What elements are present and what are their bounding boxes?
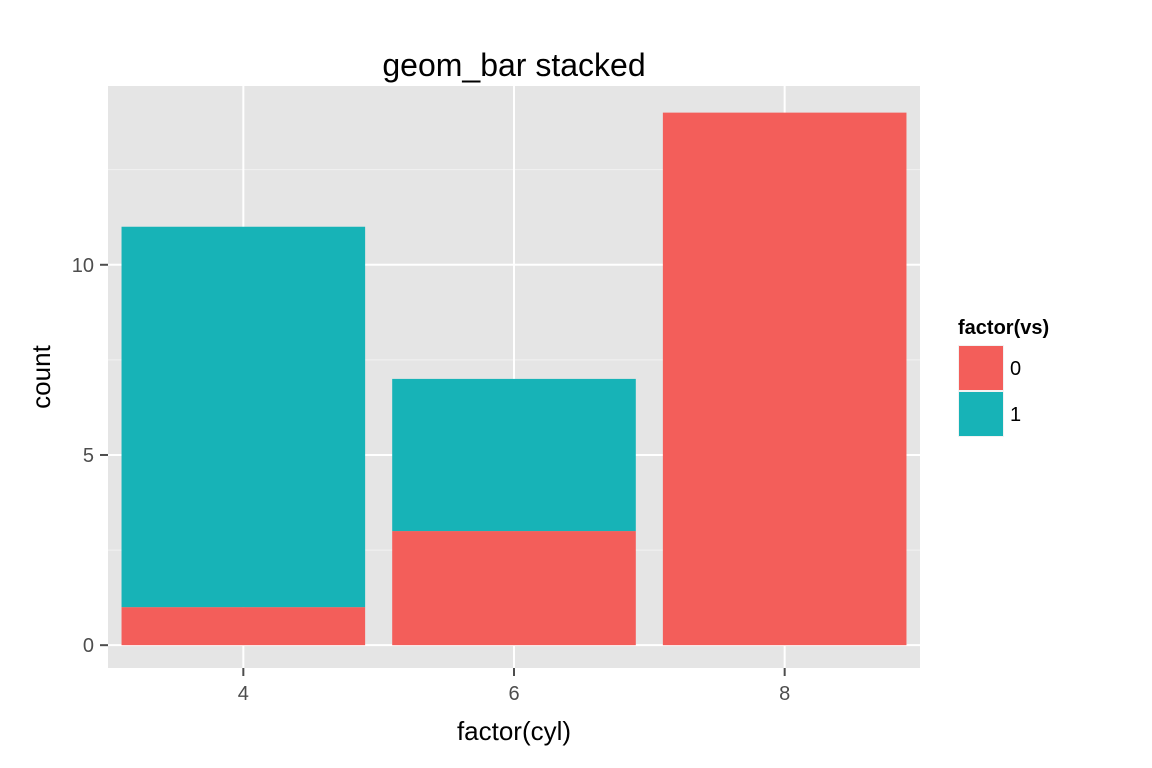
legend-title: factor(vs) (958, 317, 1049, 339)
bar-cyl-4-vs-1 (121, 226, 366, 608)
x-axis-title: factor(cyl) (457, 716, 571, 746)
x-tick-label: 6 (508, 683, 519, 705)
legend-swatch (959, 346, 1003, 390)
legend-label: 0 (1010, 358, 1021, 380)
bars (121, 112, 907, 646)
y-tick-label: 5 (83, 445, 94, 467)
x-tick-label: 8 (779, 683, 790, 705)
bar-cyl-8-vs-0 (662, 112, 907, 646)
legend-label: 1 (1010, 404, 1021, 426)
y-tick-label: 10 (72, 255, 94, 277)
x-tick-label: 4 (238, 683, 249, 705)
bar-cyl-6-vs-1 (392, 378, 636, 532)
bar-cyl-4-vs-0 (121, 607, 366, 646)
y-axis-title: count (26, 344, 56, 408)
bar-cyl-6-vs-0 (392, 531, 636, 646)
tick-labels: 0 5 10 4 6 8 (72, 255, 790, 705)
axis-ticks (100, 263, 786, 676)
legend-swatch (959, 392, 1003, 436)
y-tick-label: 0 (83, 635, 94, 657)
legend: factor(vs) 0 1 (958, 317, 1049, 437)
chart-title: geom_bar stacked (382, 47, 645, 83)
